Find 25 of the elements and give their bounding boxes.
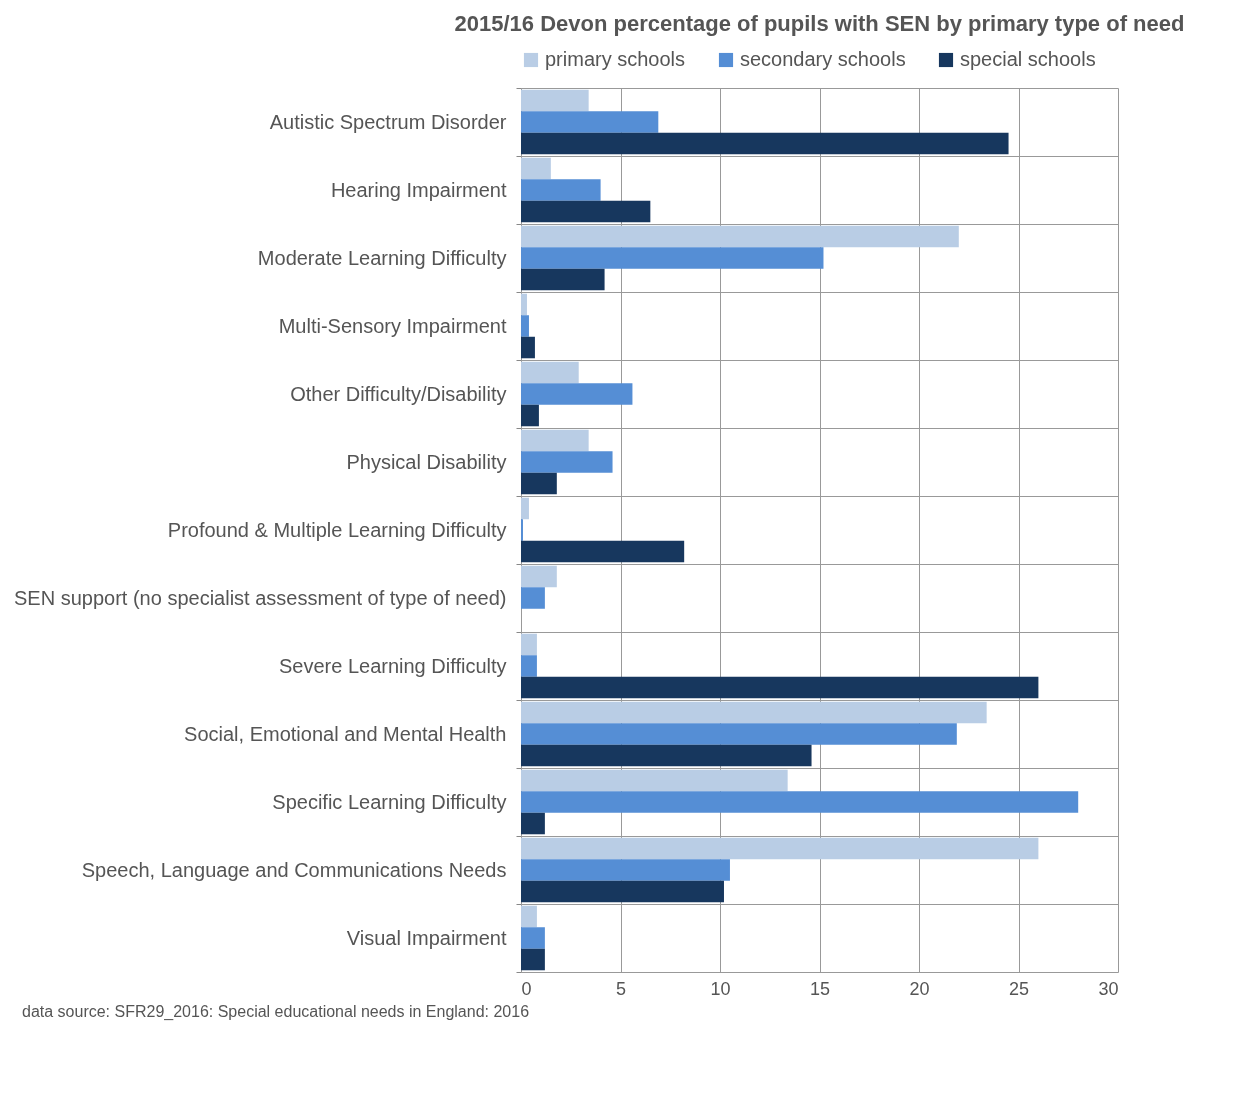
y-tick-label: Speech, Language and Communications Needs xyxy=(81,858,507,881)
y-tick-label: Specific Learning Difficulty xyxy=(272,790,507,813)
y-tick-label: Physical Disability xyxy=(346,450,507,473)
legend-label: primary schools xyxy=(545,48,686,70)
y-tick-label: Moderate Learning Difficulty xyxy=(257,246,507,269)
x-tick-label: 10 xyxy=(710,978,731,999)
x-tick-label: 15 xyxy=(809,978,831,999)
y-tick-label: Other Difficulty/Disability xyxy=(290,382,507,405)
y-tick-label: Hearing Impairment xyxy=(330,178,507,201)
y-tick-label: SEN support (no specialist assessment of type of need) xyxy=(14,586,507,609)
legend-label: special schools xyxy=(960,48,1096,70)
chart-title: 2015/16 Devon percentage of pupils with SEN by primary type of need xyxy=(454,11,1185,36)
y-tick-label: Social, Emotional and Mental Health xyxy=(184,722,507,745)
x-tick-label: 25 xyxy=(1008,978,1030,999)
y-tick-label: Multi-Sensory Impairment xyxy=(278,314,507,337)
source-note: data source: SFR29_2016: Special educational needs in England: 2016 xyxy=(22,1003,531,1021)
x-tick-label: 5 xyxy=(615,978,627,999)
y-tick-label: Visual Impairment xyxy=(346,926,507,949)
x-tick-label: 0 xyxy=(521,978,532,999)
legend-label: secondary schools xyxy=(740,48,906,70)
y-tick-label: Autistic Spectrum Disorder xyxy=(269,110,507,133)
y-tick-label: Severe Learning Difficulty xyxy=(278,654,507,677)
y-tick-label: Profound & Multiple Learning Difficulty xyxy=(167,518,507,541)
x-tick-label: 20 xyxy=(909,978,930,999)
x-tick-label: 30 xyxy=(1098,978,1119,999)
